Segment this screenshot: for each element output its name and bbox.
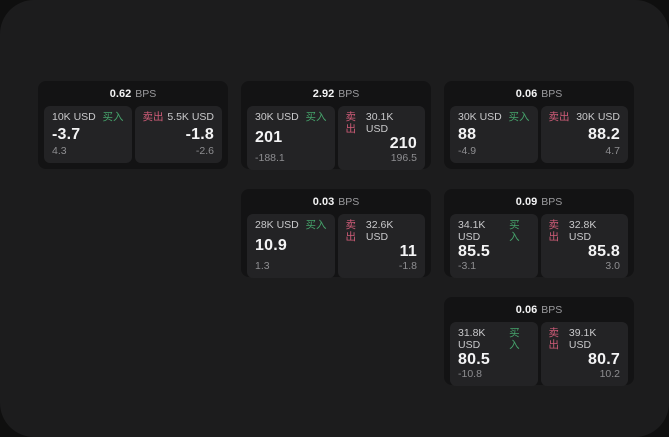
quote-sides: 28K USD 买入 10.9 1.3 卖出 32.6K USD 11 -1.8 <box>247 214 425 278</box>
sell-amount: 30.1K USD <box>365 111 394 135</box>
sell-delta: 4.7 <box>605 145 620 157</box>
buy-delta: -3.1 <box>458 260 477 272</box>
sell-side-label: 卖出 <box>548 219 560 243</box>
buy-amount: 34.1K USD <box>458 219 486 243</box>
sell-delta: 196.5 <box>390 152 417 164</box>
bps-value: 0.09 <box>515 196 538 208</box>
bps-unit-label: BPS <box>541 196 563 208</box>
buy-price: 201 <box>255 129 283 146</box>
buy-delta: -188.1 <box>255 152 285 164</box>
quote-card: 2.92 BPS 30K USD 买入 201 -188.1 卖出 30.1K … <box>241 81 431 170</box>
sell-side-label: 卖出 <box>548 111 570 123</box>
quote-card: 0.09 BPS 34.1K USD 买入 85.5 -3.1 卖出 32.8K… <box>444 189 634 278</box>
buy-delta: -10.8 <box>458 368 482 380</box>
bps-value: 0.06 <box>515 88 538 100</box>
bps-header: 0.62 BPS <box>44 87 222 102</box>
buy-side-label: 买入 <box>305 219 327 231</box>
buy-amount: 10K USD <box>52 111 96 123</box>
sell-delta: 10.2 <box>599 368 620 380</box>
quote-card: 0.62 BPS 10K USD 买入 -3.7 4.3 卖出 5.5K USD <box>38 81 228 169</box>
sell-panel[interactable]: 卖出 5.5K USD -1.8 -2.6 <box>134 106 222 163</box>
bps-unit-label: BPS <box>541 88 563 100</box>
sell-amount: 30K USD <box>576 111 620 123</box>
sell-price: 11 <box>399 243 417 260</box>
bps-header: 0.09 BPS <box>450 195 628 210</box>
quote-card: 0.06 BPS 31.8K USD 买入 80.5 -10.8 卖出 39.1… <box>444 297 634 386</box>
sell-panel[interactable]: 卖出 30.1K USD 210 196.5 <box>337 106 425 170</box>
buy-price: 85.5 <box>458 243 490 260</box>
buy-price: 80.5 <box>458 351 490 368</box>
buy-side-label: 买入 <box>509 219 520 243</box>
bps-header: 0.06 BPS <box>450 87 628 102</box>
quote-grid: 0.62 BPS 10K USD 买入 -3.7 4.3 卖出 5.5K USD <box>38 81 634 386</box>
buy-side-label: 买入 <box>508 111 530 123</box>
buy-side-label: 买入 <box>305 111 327 123</box>
buy-panel[interactable]: 30K USD 买入 88 -4.9 <box>450 106 538 163</box>
buy-amount: 30K USD <box>255 111 299 123</box>
sell-price: 210 <box>389 135 417 152</box>
buy-price: 88 <box>458 125 477 143</box>
sell-amount: 39.1K USD <box>568 327 597 351</box>
sell-delta: -1.8 <box>398 260 417 272</box>
buy-side-label: 买入 <box>509 327 520 351</box>
quote-sides: 30K USD 买入 201 -188.1 卖出 30.1K USD 210 1… <box>247 106 425 170</box>
buy-delta: 1.3 <box>255 260 270 272</box>
sell-amount: 5.5K USD <box>167 111 214 123</box>
bps-unit-label: BPS <box>338 88 360 100</box>
sell-panel[interactable]: 卖出 39.1K USD 80.7 10.2 <box>540 322 628 386</box>
buy-panel[interactable]: 31.8K USD 买入 80.5 -10.8 <box>450 322 538 386</box>
quote-sides: 10K USD 买入 -3.7 4.3 卖出 5.5K USD -1.8 -2.… <box>44 106 222 163</box>
bps-unit-label: BPS <box>135 88 157 100</box>
bps-value: 0.62 <box>109 88 132 100</box>
sell-side-label: 卖出 <box>548 327 560 351</box>
sell-amount: 32.6K USD <box>365 219 394 243</box>
sell-price: 88.2 <box>588 125 620 143</box>
buy-panel[interactable]: 28K USD 买入 10.9 1.3 <box>247 214 335 278</box>
bps-unit-label: BPS <box>338 196 360 208</box>
buy-amount: 30K USD <box>458 111 502 123</box>
sell-delta: 3.0 <box>605 260 620 272</box>
buy-amount: 28K USD <box>255 219 299 231</box>
quote-sides: 34.1K USD 买入 85.5 -3.1 卖出 32.8K USD 85.8… <box>450 214 628 278</box>
buy-price: -3.7 <box>52 125 81 143</box>
bps-header: 2.92 BPS <box>247 87 425 102</box>
sell-amount: 32.8K USD <box>568 219 597 243</box>
buy-panel[interactable]: 10K USD 买入 -3.7 4.3 <box>44 106 132 163</box>
sell-price: -1.8 <box>185 125 214 143</box>
sell-price: 80.7 <box>588 351 620 368</box>
sell-panel[interactable]: 卖出 32.8K USD 85.8 3.0 <box>540 214 628 278</box>
bps-value: 0.06 <box>515 304 538 316</box>
bps-value: 2.92 <box>312 88 335 100</box>
sell-side-label: 卖出 <box>345 111 357 135</box>
buy-delta: -4.9 <box>458 145 477 157</box>
bps-value: 0.03 <box>312 196 335 208</box>
quote-card: 0.03 BPS 28K USD 买入 10.9 1.3 卖出 32.6K US… <box>241 189 431 278</box>
buy-panel[interactable]: 30K USD 买入 201 -188.1 <box>247 106 335 170</box>
buy-panel[interactable]: 34.1K USD 买入 85.5 -3.1 <box>450 214 538 278</box>
bps-unit-label: BPS <box>541 304 563 316</box>
sell-delta: -2.6 <box>195 145 214 157</box>
buy-delta: 4.3 <box>52 145 67 157</box>
quote-card: 0.06 BPS 30K USD 买入 88 -4.9 卖出 30K USD <box>444 81 634 169</box>
sell-panel[interactable]: 卖出 32.6K USD 11 -1.8 <box>337 214 425 278</box>
quote-sides: 31.8K USD 买入 80.5 -10.8 卖出 39.1K USD 80.… <box>450 322 628 386</box>
sell-side-label: 卖出 <box>142 111 164 123</box>
sell-price: 85.8 <box>588 243 620 260</box>
bps-header: 0.03 BPS <box>247 195 425 210</box>
buy-side-label: 买入 <box>102 111 124 123</box>
sell-side-label: 卖出 <box>345 219 357 243</box>
sell-panel[interactable]: 卖出 30K USD 88.2 4.7 <box>540 106 628 163</box>
bps-header: 0.06 BPS <box>450 303 628 318</box>
quote-sides: 30K USD 买入 88 -4.9 卖出 30K USD 88.2 4.7 <box>450 106 628 163</box>
buy-amount: 31.8K USD <box>458 327 486 351</box>
buy-price: 10.9 <box>255 237 287 254</box>
